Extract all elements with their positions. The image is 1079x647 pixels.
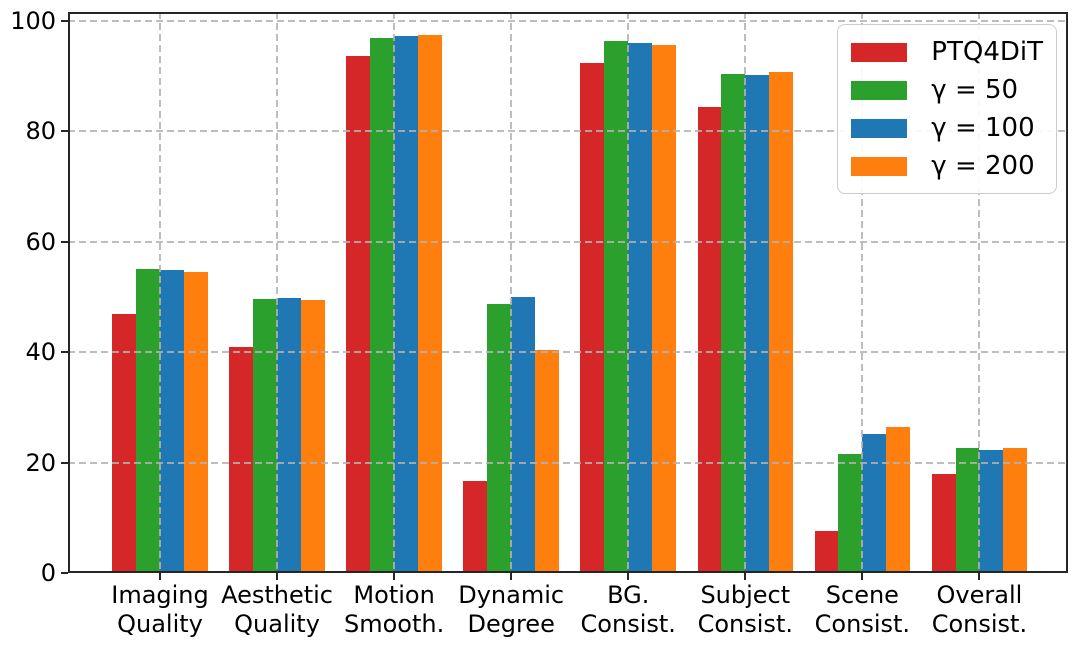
x-tick-mark xyxy=(627,573,630,580)
legend-label: γ = 50 xyxy=(931,75,1019,105)
bar-ptq4dit-motion-smooth xyxy=(346,55,371,573)
bar-ptq4dit-overall-consist xyxy=(931,473,956,573)
bar-gamma-200-scene-consist xyxy=(886,427,911,573)
gridline-vertical xyxy=(861,12,864,573)
x-tick-label-motion-smooth: Motion Smooth. xyxy=(343,581,445,638)
bar-gamma-50-bg-consist xyxy=(604,41,629,573)
bar-gamma-100-imaging-quality xyxy=(160,269,184,573)
gridline-vertical xyxy=(510,12,513,573)
gridline-horizontal xyxy=(68,240,1068,243)
gridline-vertical xyxy=(978,12,981,573)
bar-gamma-50-dynamic-degree xyxy=(487,304,512,573)
x-tick-mark xyxy=(861,573,864,580)
bar-gamma-200-subject-consist xyxy=(769,72,794,573)
gridline-horizontal xyxy=(68,461,1068,464)
y-tick-label: 100 xyxy=(10,7,56,35)
legend-label: γ = 200 xyxy=(931,151,1035,181)
y-tick-label: 40 xyxy=(25,338,56,367)
plot-area: PTQ4DiT γ = 50 γ = 100 γ = 200 xyxy=(68,12,1068,573)
legend-swatch xyxy=(851,156,908,176)
y-tick-label: 60 xyxy=(25,227,56,256)
bar-gamma-200-imaging-quality xyxy=(183,272,208,573)
legend-swatch xyxy=(851,80,908,100)
bar-gamma-50-imaging-quality xyxy=(136,268,160,573)
gridline-vertical xyxy=(393,12,396,573)
bar-gamma-200-bg-consist xyxy=(652,45,677,573)
bar-gamma-100-dynamic-degree xyxy=(511,297,536,573)
bar-gamma-50-motion-smooth xyxy=(370,37,395,573)
bar-ptq4dit-imaging-quality xyxy=(112,313,137,573)
bar-gamma-100-aesthetic-quality xyxy=(277,298,301,573)
x-tick-mark xyxy=(744,573,747,580)
legend-swatch xyxy=(851,42,908,62)
gridline-horizontal xyxy=(68,351,1068,354)
x-tick-label-aesthetic-quality: Aesthetic Quality xyxy=(221,581,334,638)
y-tick-mark xyxy=(61,461,68,464)
y-tick-mark xyxy=(61,240,68,243)
legend-entry: γ = 100 xyxy=(851,109,1043,147)
bar-ptq4dit-aesthetic-quality xyxy=(229,346,254,573)
gridline-vertical xyxy=(276,12,279,573)
y-tick-label: 20 xyxy=(25,448,56,477)
legend-label: PTQ4DiT xyxy=(931,37,1043,67)
legend-swatch xyxy=(851,118,908,138)
bar-gamma-100-subject-consist xyxy=(745,75,770,573)
y-tick-label: 0 xyxy=(40,559,56,587)
bar-gamma-100-bg-consist xyxy=(628,43,653,573)
x-tick-mark xyxy=(393,573,396,580)
bar-gamma-50-overall-consist xyxy=(955,447,980,573)
gridline-vertical xyxy=(744,12,747,573)
legend-entry: γ = 200 xyxy=(851,147,1043,185)
bar-gamma-200-overall-consist xyxy=(1003,448,1028,573)
bar-gamma-50-aesthetic-quality xyxy=(253,299,278,573)
gridline-horizontal xyxy=(68,20,1068,22)
legend-label: γ = 100 xyxy=(931,113,1035,143)
y-tick-mark xyxy=(61,572,68,574)
bar-gamma-200-motion-smooth xyxy=(418,35,442,573)
x-tick-label-scene-consist: Scene Consist. xyxy=(814,581,911,638)
legend-entry: γ = 50 xyxy=(851,71,1043,109)
y-tick-mark xyxy=(61,130,68,133)
bar-ptq4dit-scene-consist xyxy=(814,531,839,573)
bar-gamma-200-aesthetic-quality xyxy=(300,299,325,573)
x-tick-label-bg-consist: BG. Consist. xyxy=(580,581,676,638)
bar-gamma-50-subject-consist xyxy=(721,74,746,573)
legend-entry: PTQ4DiT xyxy=(851,33,1043,71)
bar-gamma-50-scene-consist xyxy=(838,453,863,573)
x-tick-label-subject-consist: Subject Consist. xyxy=(697,581,793,638)
bar-gamma-100-motion-smooth xyxy=(394,36,418,573)
gridline-vertical xyxy=(627,12,630,573)
bar-gamma-100-overall-consist xyxy=(979,449,1004,573)
x-tick-mark xyxy=(510,573,513,580)
x-tick-mark xyxy=(159,573,161,580)
bar-gamma-100-scene-consist xyxy=(862,434,887,573)
bar-ptq4dit-subject-consist xyxy=(697,106,722,573)
bar-ptq4dit-bg-consist xyxy=(580,62,605,573)
x-tick-label-dynamic-degree: Dynamic Degree xyxy=(458,581,565,638)
x-tick-label-imaging-quality: Imaging Quality xyxy=(111,581,209,638)
y-tick-label: 80 xyxy=(25,117,56,146)
gridline-horizontal xyxy=(68,130,1068,133)
x-tick-label-overall-consist: Overall Consist. xyxy=(931,581,1028,638)
y-tick-mark xyxy=(61,20,68,22)
bar-gamma-200-dynamic-degree xyxy=(535,350,559,573)
gridline-vertical xyxy=(159,12,161,573)
x-tick-mark xyxy=(276,573,279,580)
bar-ptq4dit-dynamic-degree xyxy=(463,480,488,573)
y-tick-mark xyxy=(61,351,68,354)
x-tick-mark xyxy=(978,573,981,580)
legend: PTQ4DiT γ = 50 γ = 100 γ = 200 xyxy=(837,24,1057,194)
